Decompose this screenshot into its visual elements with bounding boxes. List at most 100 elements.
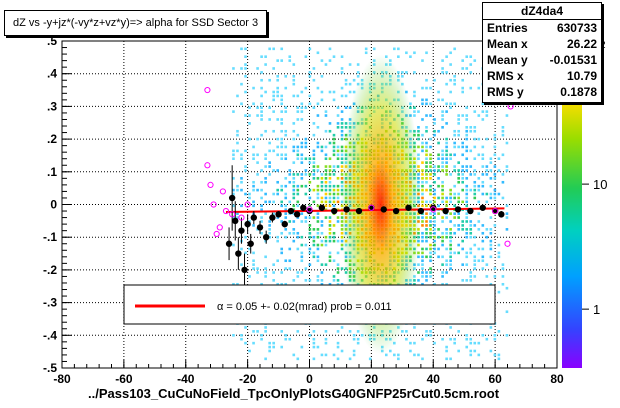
density-cell — [469, 86, 473, 90]
density-cell — [244, 55, 247, 58]
density-cell — [445, 71, 448, 74]
density-cell — [425, 255, 428, 259]
density-cell — [348, 90, 352, 94]
density-cell — [280, 204, 284, 208]
density-cell — [441, 161, 444, 164]
density-cell — [292, 149, 296, 153]
density-cell — [320, 188, 324, 192]
density-cell — [280, 282, 284, 286]
density-cell — [449, 200, 452, 204]
density-cell — [252, 224, 255, 227]
density-cell — [405, 71, 408, 74]
density-cell — [421, 180, 424, 184]
density-cell — [457, 118, 460, 121]
density-cell — [465, 67, 469, 70]
density-cell — [236, 282, 239, 286]
density-cell — [505, 141, 509, 145]
density-cell — [441, 196, 444, 200]
density-cell — [425, 129, 428, 133]
density-cell — [473, 137, 477, 141]
density-cell — [284, 216, 288, 219]
density-cell — [421, 247, 424, 251]
density-cell — [441, 126, 444, 129]
density-cell — [328, 196, 332, 200]
density-cell — [449, 337, 452, 341]
density-cell — [316, 169, 320, 172]
density-cell — [505, 169, 509, 172]
density-cell — [268, 161, 271, 164]
density-cell — [304, 141, 308, 145]
density-cell — [465, 345, 469, 349]
density-cell — [232, 153, 235, 157]
density-cell — [284, 133, 288, 137]
density-cell — [469, 337, 473, 341]
density-cell — [340, 126, 344, 129]
density-cell — [441, 71, 444, 74]
density-cell — [453, 133, 456, 137]
density-cell — [501, 153, 505, 157]
density-cell — [417, 110, 420, 113]
density-cell — [264, 63, 267, 66]
density-cell — [252, 188, 255, 192]
density-cell — [493, 192, 497, 196]
density-cell — [340, 153, 344, 157]
density-cell — [328, 184, 332, 188]
density-cell — [449, 251, 452, 255]
profile-point — [306, 207, 313, 215]
density-cell — [457, 180, 460, 184]
density-cell — [489, 184, 493, 188]
density-cell — [276, 188, 279, 192]
density-cell — [240, 247, 243, 251]
density-cell — [256, 188, 259, 192]
density-cell — [449, 102, 452, 106]
density-cell — [340, 137, 344, 141]
density-cell — [445, 165, 448, 168]
density-cell — [433, 251, 436, 255]
density-cell — [272, 90, 275, 94]
density-cell — [425, 149, 428, 153]
density-cell — [352, 349, 356, 353]
density-cell — [421, 204, 424, 208]
density-cell — [300, 102, 304, 106]
density-cell — [453, 224, 456, 227]
y-tick-label: -.3 — [43, 296, 57, 310]
open-marker — [216, 224, 223, 231]
density-cell — [324, 196, 328, 200]
profile-point — [405, 204, 412, 211]
density-cell — [236, 216, 239, 219]
open-marker — [210, 201, 217, 208]
stats-value: -0.01531 — [549, 53, 597, 67]
density-cell — [465, 220, 469, 223]
x-tick-label: -60 — [115, 372, 133, 386]
density-cell — [268, 173, 271, 176]
density-cell — [501, 263, 505, 266]
density-cell — [312, 255, 316, 259]
density-cell — [469, 353, 473, 357]
y-tick-label: -.5 — [43, 361, 57, 375]
density-cell — [340, 118, 344, 121]
density-cell — [429, 251, 432, 255]
density-cell — [481, 118, 485, 121]
density-cell — [473, 184, 477, 188]
density-cell — [485, 192, 489, 196]
density-cell — [296, 235, 300, 239]
density-cell — [252, 204, 255, 208]
density-cell — [296, 275, 300, 278]
density-cell — [260, 282, 263, 286]
density-cell — [292, 63, 296, 66]
open-marker — [204, 86, 211, 94]
density-cell — [284, 177, 288, 180]
profile-point — [281, 220, 288, 228]
density-cell — [276, 282, 279, 286]
density-cell — [469, 63, 473, 66]
density-cell — [405, 51, 408, 55]
density-cell — [489, 192, 493, 196]
density-cell — [244, 326, 247, 329]
density-cell — [441, 157, 444, 161]
density-cell — [441, 282, 444, 286]
density-cell — [461, 165, 465, 168]
density-cell — [481, 192, 485, 196]
density-cell — [421, 98, 424, 102]
density-cell — [437, 212, 440, 215]
density-cell — [340, 349, 344, 353]
